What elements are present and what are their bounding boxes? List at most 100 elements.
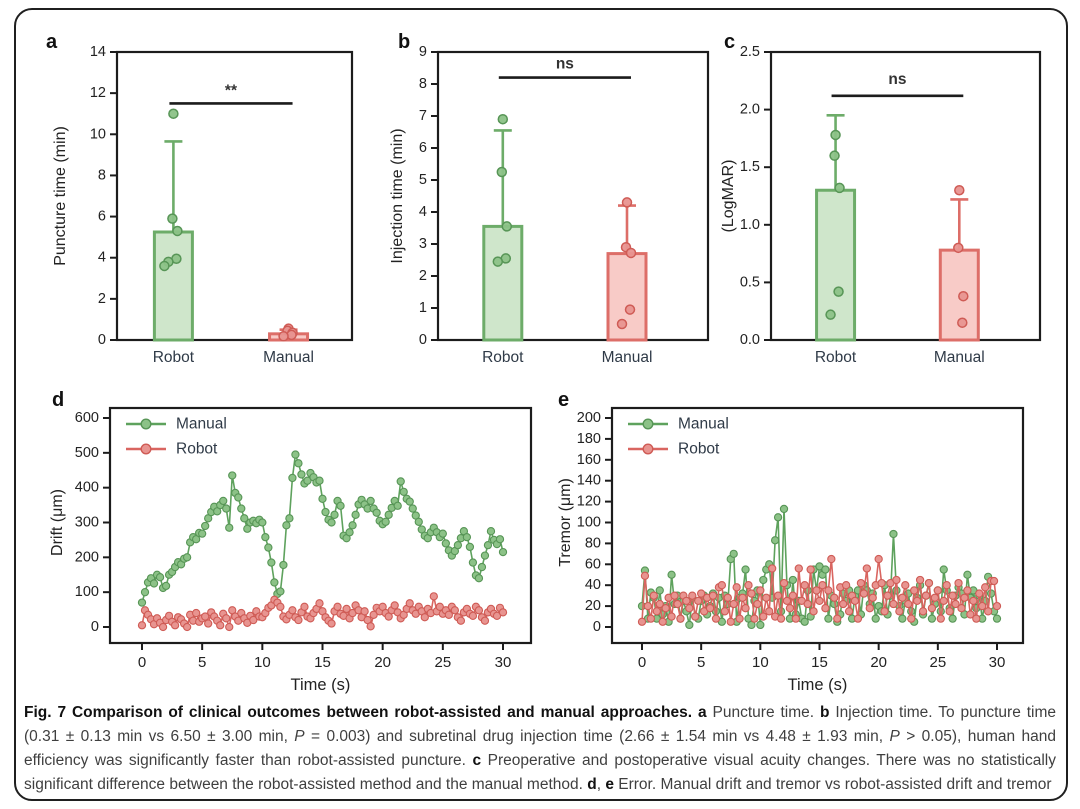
panel-tremor: e 0 20 40 60 80 100 120 140 160 180 200 Tremor (μm)… — [552, 382, 1032, 696]
injection-time-bar-chart: 0 1 2 3 4 5 6 7 8 9 Injection time (min) Robot Manua… — [389, 44, 710, 366]
svg-text:8: 8 — [98, 167, 106, 183]
svg-text:30: 30 — [989, 654, 1006, 671]
svg-text:0: 0 — [91, 619, 99, 635]
svg-text:0: 0 — [593, 619, 601, 635]
svg-text:500: 500 — [75, 445, 99, 461]
svg-text:6: 6 — [98, 209, 106, 225]
svg-text:0: 0 — [419, 332, 427, 348]
svg-text:0: 0 — [638, 654, 646, 671]
svg-text:7: 7 — [419, 108, 427, 124]
caption-segment: Preoperative and postoperative visual ac… — [24, 752, 1056, 793]
svg-text:9: 9 — [419, 44, 427, 60]
bar-manual — [938, 184, 980, 342]
svg-text:14: 14 — [90, 44, 106, 60]
svg-text:Robot: Robot — [153, 349, 195, 366]
svg-text:12: 12 — [90, 85, 106, 101]
svg-text:2.5: 2.5 — [740, 44, 760, 60]
svg-text:10: 10 — [752, 654, 769, 671]
caption-segment: b — [819, 704, 830, 721]
svg-text:2: 2 — [98, 291, 106, 307]
caption-segment: e — [605, 776, 614, 793]
series-manual — [137, 450, 508, 607]
legend: Manual Robot — [628, 416, 729, 458]
svg-text:120: 120 — [577, 494, 601, 510]
panel-puncture-time: a 0 2 4 6 8 10 12 14 Puncture time (min) Robot Man… — [30, 16, 375, 382]
svg-text:Manual: Manual — [602, 349, 653, 366]
svg-text:ns: ns — [888, 71, 906, 88]
svg-text:60: 60 — [585, 556, 601, 572]
svg-text:0.5: 0.5 — [740, 274, 760, 290]
svg-text:Drift (μm): Drift (μm) — [49, 489, 66, 556]
svg-text:1.5: 1.5 — [740, 159, 760, 175]
svg-text:200: 200 — [577, 410, 601, 426]
svg-text:25: 25 — [434, 654, 451, 671]
svg-text:20: 20 — [374, 654, 391, 671]
tremor-line-chart: 0 20 40 60 80 100 120 140 160 180 200 Tremor (μm) 0 5… — [557, 406, 1025, 694]
caption-segment: > 0.05), human hand efficiency was signi… — [24, 728, 1056, 769]
bar-manual — [606, 197, 648, 342]
svg-text:Tremor (μm): Tremor (μm) — [557, 478, 574, 567]
svg-text:400: 400 — [75, 480, 99, 496]
svg-text:2.0: 2.0 — [740, 102, 760, 118]
puncture-time-bar-chart: 0 2 4 6 8 10 12 14 Puncture time (min) Robot Manua… — [52, 44, 354, 366]
caption-segment: c — [472, 752, 482, 769]
caption-segment: Error. Manual drift and tremor vs robot-… — [613, 776, 1052, 793]
svg-text:6: 6 — [419, 140, 427, 156]
svg-text:Robot: Robot — [815, 349, 857, 366]
svg-text:300: 300 — [75, 515, 99, 531]
panel-injection-time: b 0 1 2 3 4 5 6 7 8 9 Injection time (min) Robot Man… — [384, 16, 718, 382]
svg-text:2: 2 — [419, 268, 427, 284]
series-robot — [137, 592, 508, 632]
svg-text:20: 20 — [585, 598, 601, 614]
caption-segment: a — [697, 704, 707, 721]
caption-segment: = 0.003) and subretinal drug injection t… — [304, 728, 890, 745]
svg-text:Manual: Manual — [263, 349, 314, 366]
svg-text:25: 25 — [929, 654, 946, 671]
svg-text:Manual: Manual — [934, 349, 985, 366]
svg-text:140: 140 — [577, 473, 601, 489]
panel-drift: d 0 100 200 300 400 500 600 Drift (μm) 0 5 10 15 20 2… — [40, 382, 542, 696]
caption-segment: Puncture time. — [706, 704, 820, 721]
drift-line-chart: 0 100 200 300 400 500 600 Drift (μm) 0 5 10 15 20 25 3… — [49, 406, 533, 694]
svg-text:Time (s): Time (s) — [291, 676, 351, 694]
panel-b-letter: b — [398, 31, 411, 53]
svg-text:3: 3 — [419, 236, 427, 252]
figure-border — [14, 8, 1068, 801]
svg-text:Robot: Robot — [176, 441, 218, 458]
svg-text:5: 5 — [697, 654, 705, 671]
caption-segment: P — [294, 728, 305, 745]
svg-text:80: 80 — [585, 535, 601, 551]
caption-segment: , — [596, 776, 606, 793]
legend: Manual Robot — [126, 416, 227, 458]
svg-text:Time (s): Time (s) — [788, 676, 848, 694]
svg-text:0: 0 — [98, 332, 106, 348]
svg-text:10: 10 — [90, 126, 106, 142]
svg-text:0.0: 0.0 — [740, 332, 760, 348]
svg-text:5: 5 — [419, 172, 427, 188]
logmar-bar-chart: 0.0 0.5 1.0 1.5 2.0 2.5 (LogMAR) Robot Manual ns — [720, 44, 1042, 366]
svg-text:0: 0 — [138, 654, 146, 671]
svg-text:Injection time (min): Injection time (min) — [389, 128, 406, 263]
svg-text:10: 10 — [254, 654, 271, 671]
svg-text:Robot: Robot — [678, 441, 720, 458]
svg-text:ns: ns — [556, 56, 574, 73]
svg-text:4: 4 — [419, 204, 427, 220]
bar-robot — [152, 108, 194, 342]
svg-text:Manual: Manual — [176, 416, 227, 433]
panel-a-letter: a — [46, 31, 58, 53]
panel-logmar: c 0.0 0.5 1.0 1.5 2.0 2.5 (LogMAR) Robot Manual n… — [714, 16, 1048, 382]
svg-text:Robot: Robot — [482, 349, 524, 366]
panel-e-letter: e — [558, 389, 570, 411]
svg-text:20: 20 — [870, 654, 887, 671]
svg-text:1: 1 — [419, 300, 427, 316]
svg-text:15: 15 — [314, 654, 331, 671]
figure-caption: Fig. 7 Comparison of clinical outcomes b… — [24, 701, 1056, 797]
svg-text:100: 100 — [577, 515, 601, 531]
svg-text:160: 160 — [577, 452, 601, 468]
bar-robot — [482, 113, 524, 342]
caption-segment: d — [587, 776, 597, 793]
caption-segment: P — [889, 728, 900, 745]
series-robot — [637, 554, 1002, 626]
svg-text:4: 4 — [98, 250, 106, 266]
panel-c-letter: c — [724, 31, 736, 53]
